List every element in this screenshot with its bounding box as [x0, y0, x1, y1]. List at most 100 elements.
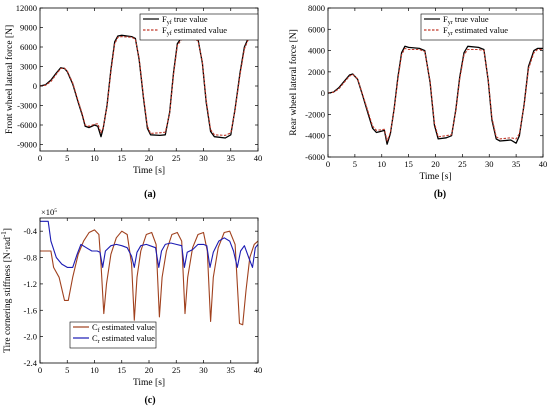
legend-entry-suffix: estimated value	[100, 322, 155, 332]
x-tick-label: 40	[254, 153, 263, 163]
legend-entry: Fyr estimated value	[443, 25, 508, 37]
x-axis-label: Time [s]	[133, 166, 165, 176]
legend-entry-name: F	[162, 14, 167, 24]
legend-entry-subscript: yr	[448, 20, 453, 26]
y-axis-label-text: Rear wheel lateral force [N]	[288, 29, 299, 136]
legend-entry-subscript: yf	[167, 30, 172, 37]
y-multiplier-base: ×10	[41, 207, 54, 217]
legend-entry-subscript: f	[98, 327, 100, 334]
y-tick-label: 6000	[308, 24, 325, 34]
x-tick-label: 15	[118, 153, 127, 163]
legend-entry-suffix: true value	[453, 14, 489, 24]
y-tick-label: 6000	[20, 42, 37, 52]
y-axis-label-text: Tire cornering stiffness [N·rad	[2, 237, 13, 353]
x-tick-label: 30	[199, 153, 208, 163]
y-tick-label: 8000	[308, 3, 325, 13]
x-tick-label: 25	[172, 365, 181, 375]
x-tick-label: 20	[145, 365, 154, 375]
y-tick-label: 2000	[308, 67, 325, 77]
y-tick-label: -1.2	[24, 279, 37, 289]
y-multiplier: ×105	[41, 207, 57, 217]
x-tick-label: 40	[539, 159, 548, 169]
legend-entry: Cf estimated value	[92, 322, 155, 334]
legend-entry-suffix: estimated value	[100, 333, 155, 343]
series-line-1	[40, 229, 259, 326]
legend-entry-name: F	[162, 25, 167, 35]
x-tick-label: 15	[404, 159, 413, 169]
x-tick-label: 10	[90, 153, 99, 163]
legend-entry-name: C	[92, 322, 98, 332]
x-tick-label: 15	[118, 365, 127, 375]
x-tick-label: 35	[227, 153, 236, 163]
series-line-2	[40, 220, 259, 268]
y-axis-label-text: Front wheel lateral force [N]	[4, 25, 15, 134]
legend-entry-name: F	[443, 14, 448, 24]
y-multiplier-exp: 5	[54, 208, 57, 214]
y-tick-label: -6000	[17, 120, 37, 130]
y-tick-label: 12000	[16, 3, 37, 13]
y-tick-label: -2000	[305, 109, 325, 119]
legend-entry-suffix: estimated value	[453, 25, 508, 35]
legend-entry: Fyf true value	[162, 14, 208, 26]
x-tick-label: 30	[485, 159, 494, 169]
x-tick-label: 35	[227, 365, 236, 375]
chart-panel-c: 0 5 10 15 20 25 30 35 40 -2.4 -2.0 -1.6 -1.2 -0.8 -0.4…	[0, 207, 262, 406]
y-axis-label-close: ]	[3, 228, 13, 231]
legend-entry: Fyf estimated value	[162, 25, 227, 37]
y-tick-label: -2.0	[24, 332, 37, 342]
panel-label: (c)	[144, 395, 155, 406]
legend-entry: Fyr true value	[443, 14, 489, 26]
legend-entry: Cr estimated value	[92, 333, 155, 345]
chart-panel-a: 0 5 10 15 20 25 30 35 40 -9000 -6000 -3000 0 3000 6000…	[4, 3, 262, 200]
y-tick-label: -4000	[305, 131, 325, 141]
y-tick-label: 0	[33, 81, 37, 91]
x-tick-label: 30	[199, 365, 208, 375]
x-tick-label: 25	[172, 153, 181, 163]
x-tick-label: 0	[326, 159, 330, 169]
y-axis-label-superscript: -1	[0, 231, 8, 237]
x-axis-label: Time [s]	[419, 172, 451, 182]
series-line-2	[327, 47, 543, 142]
x-tick-label: 5	[65, 153, 69, 163]
x-tick-label: 0	[38, 365, 42, 375]
legend-entry-subscript: r	[98, 339, 100, 345]
y-tick-label: -0.8	[24, 253, 37, 263]
y-tick-label: -3000	[17, 101, 37, 111]
x-tick-label: 5	[353, 159, 357, 169]
x-tick-label: 25	[458, 159, 467, 169]
x-tick-label: 20	[431, 159, 440, 169]
y-tick-label: 3000	[20, 62, 37, 72]
x-tick-label: 0	[38, 153, 42, 163]
legend-box	[69, 321, 157, 349]
y-tick-label: -6000	[305, 152, 325, 162]
y-tick-label: -2.4	[24, 358, 38, 368]
y-axis-label: Front wheel lateral force [N]	[4, 25, 15, 134]
x-tick-label: 35	[512, 159, 521, 169]
y-tick-label: 0	[321, 88, 325, 98]
legend-entry-name: F	[443, 25, 448, 35]
x-tick-label: 5	[65, 365, 69, 375]
y-tick-label: -0.4	[24, 226, 38, 236]
y-tick-label: -1.6	[24, 305, 37, 315]
x-axis-label: Time [s]	[133, 378, 165, 388]
x-tick-label: 40	[254, 365, 263, 375]
y-axis-label: Rear wheel lateral force [N]	[288, 29, 299, 136]
legend-box	[139, 13, 259, 41]
series-line-1	[327, 45, 543, 145]
series-line-2	[39, 36, 259, 136]
x-tick-label: 20	[145, 153, 154, 163]
y-tick-label: 9000	[20, 23, 37, 33]
legend-entry-subscript: yf	[167, 19, 172, 26]
y-tick-label: 4000	[308, 46, 325, 56]
legend-entry-suffix: true value	[172, 14, 208, 24]
chart-panel-b: 0 5 10 15 20 25 30 35 40 -6000 -4000 -2000 0 2000 4000…	[288, 3, 547, 200]
legend-entry-suffix: estimated value	[172, 25, 227, 35]
panel-label: (b)	[434, 189, 446, 200]
panel-label: (a)	[144, 189, 156, 200]
legend-entry-subscript: yr	[448, 31, 453, 37]
y-axis-label: Tire cornering stiffness [N·rad-1]	[0, 228, 13, 353]
